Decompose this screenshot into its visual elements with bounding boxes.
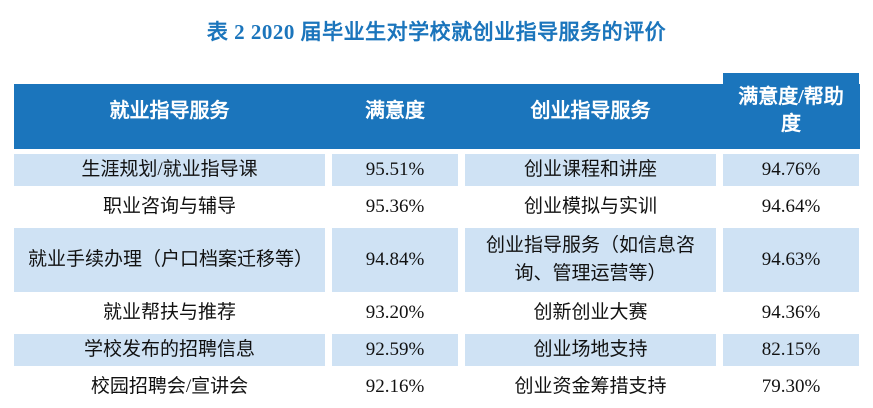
- value-cell: 94.76%: [723, 154, 859, 186]
- value-cell: 95.36%: [365, 196, 425, 217]
- service-cell: 创业资金筹措支持: [514, 376, 667, 397]
- document-page: 表 2 2020 届毕业生对学校就创业指导服务的评价 就业指导服务 满意度 创业…: [0, 16, 873, 408]
- table-row: 学校发布的招聘信息 92.59% 创业场地支持 82.15%: [14, 334, 860, 366]
- table-row: 职业咨询与辅导 95.36% 创业模拟与实训 94.64%: [14, 191, 860, 223]
- service-cell: 创业场地支持: [465, 334, 716, 366]
- evaluation-table: 就业指导服务 满意度 创业指导服务 满意度/帮助度 生涯规划/就业指导课 95.…: [14, 73, 860, 403]
- service-cell: 就业帮扶与推荐: [102, 302, 236, 323]
- service-cell: 创新创业大赛: [533, 302, 648, 323]
- table-row: 生涯规划/就业指导课 95.51% 创业课程和讲座 94.76%: [14, 154, 860, 186]
- value-cell: 92.16%: [365, 376, 425, 397]
- value-cell: 94.84%: [332, 228, 458, 292]
- table-row: 校园招聘会/宣讲会 92.16% 创业资金筹措支持 79.30%: [14, 371, 860, 403]
- value-cell: 95.51%: [332, 154, 458, 186]
- service-cell: 就业手续办理（户口档案迁移等）: [14, 228, 325, 292]
- table-title: 表 2 2020 届毕业生对学校就创业指导服务的评价: [206, 20, 667, 44]
- col-header-employment-service: 就业指导服务: [109, 99, 230, 122]
- col-header-satisfaction: 满意度: [365, 99, 425, 122]
- value-cell: 93.20%: [365, 302, 425, 323]
- value-cell: 94.63%: [723, 228, 859, 292]
- value-cell: 79.30%: [761, 376, 821, 397]
- header-background-bar: [14, 84, 860, 149]
- service-cell: 生涯规划/就业指导课: [14, 154, 325, 186]
- value-cell: 82.15%: [723, 334, 859, 366]
- table-row: 就业手续办理（户口档案迁移等） 94.84% 创业指导服务（如信息咨询、管理运营…: [14, 228, 860, 292]
- value-cell: 94.64%: [761, 196, 821, 217]
- service-cell: 创业课程和讲座: [465, 154, 716, 186]
- service-cell: 创业指导服务（如信息咨询、管理运营等）: [465, 228, 716, 292]
- col-header-satisfaction-helpfulness: 满意度/帮助度: [723, 73, 859, 149]
- table-header-row: 就业指导服务 满意度 创业指导服务 满意度/帮助度: [14, 73, 860, 149]
- col-header-entrepreneurship-service: 创业指导服务: [530, 99, 651, 122]
- service-cell: 创业模拟与实训: [523, 196, 657, 217]
- service-cell: 学校发布的招聘信息: [14, 334, 325, 366]
- table-row: 就业帮扶与推荐 93.20% 创新创业大赛 94.36%: [14, 297, 860, 329]
- value-cell: 92.59%: [332, 334, 458, 366]
- service-cell: 职业咨询与辅导: [102, 196, 236, 217]
- service-cell: 校园招聘会/宣讲会: [90, 376, 249, 397]
- value-cell: 94.36%: [761, 302, 821, 323]
